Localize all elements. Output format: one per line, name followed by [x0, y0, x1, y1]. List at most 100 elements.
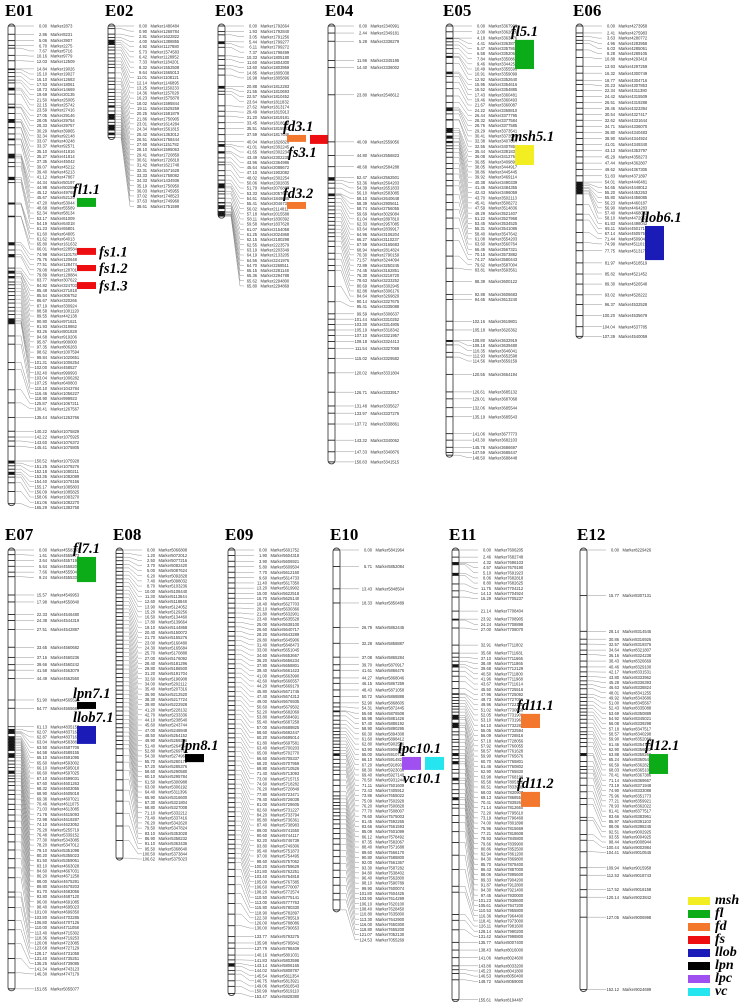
svg-text:Marker5653667: Marker5653667 [271, 653, 300, 658]
svg-text:113.30: 113.30 [360, 917, 373, 922]
svg-text:Marker5795842: Marker5795842 [271, 941, 300, 946]
svg-text:Marker5373844: Marker5373844 [159, 851, 188, 856]
svg-text:47.10: 47.10 [247, 170, 258, 175]
svg-text:158.06: 158.06 [34, 495, 47, 500]
svg-text:Marker5798409: Marker5798409 [271, 946, 300, 951]
svg-text:140.22: 140.22 [34, 429, 47, 434]
svg-text:94.68: 94.68 [37, 334, 48, 339]
svg-text:Marker4743123: Marker4743123 [51, 966, 80, 971]
svg-text:Marker8365105: Marker8365105 [623, 768, 652, 773]
svg-text:Marker5910724: Marker5910724 [376, 752, 405, 757]
svg-text:118.80: 118.80 [360, 927, 373, 932]
svg-text:Marker5609504: Marker5609504 [271, 564, 300, 569]
svg-text:Marker5066808: Marker5066808 [159, 548, 188, 553]
svg-text:Marker8333088: Marker8333088 [623, 788, 652, 793]
svg-text:Marker5656234: Marker5656234 [271, 658, 300, 663]
svg-text:43.67: 43.67 [481, 682, 492, 687]
svg-text:48.01: 48.01 [609, 690, 620, 695]
svg-text:70.30: 70.30 [357, 252, 368, 257]
svg-text:Marker8324238: Marker8324238 [623, 653, 652, 658]
svg-text:143.14: 143.14 [254, 963, 267, 968]
svg-text:Marker5862445: Marker5862445 [376, 625, 405, 630]
svg-text:39.07: 39.07 [37, 164, 48, 169]
svg-text:21.55: 21.55 [247, 89, 258, 94]
svg-text:Marker1815913: Marker1815913 [261, 110, 290, 115]
svg-text:Marker7502928: Marker7502928 [376, 798, 405, 803]
svg-text:Marker3337276: Marker3337276 [371, 411, 400, 416]
svg-text:Marker4468012: Marker4468012 [619, 211, 648, 216]
svg-text:Marker3560764: Marker3560764 [489, 242, 518, 247]
qtl-label-lpn7.1: lpn7.1 [73, 686, 110, 702]
svg-text:Marker53044: Marker53044 [51, 200, 76, 205]
svg-text:Marker1151782: Marker1151782 [151, 142, 180, 147]
svg-text:108.40: 108.40 [359, 906, 372, 911]
svg-text:Marker2088672: Marker2088672 [261, 165, 290, 170]
svg-text:Marker4555045: Marker4555045 [51, 570, 80, 575]
svg-text:Marker7722160: Marker7722160 [495, 702, 524, 707]
svg-text:99.59: 99.59 [357, 311, 368, 316]
svg-text:Marker4699350: Marker4699350 [51, 910, 80, 915]
chromosome-bar [7, 23, 16, 507]
svg-text:33.07: 33.07 [37, 139, 48, 144]
svg-text:Marker3593561: Marker3593561 [489, 267, 518, 272]
chromosome-bar [7, 547, 16, 992]
svg-text:Marker7938600: Marker7938600 [495, 898, 524, 903]
svg-text:90.80: 90.80 [37, 319, 48, 324]
svg-text:118.90: 118.90 [35, 396, 48, 401]
svg-text:Marker7768190: Marker7768190 [495, 774, 524, 779]
svg-text:Marker3165683: Marker3165683 [371, 242, 400, 247]
svg-text:Marker7561593: Marker7561593 [376, 824, 405, 829]
qtl-bar-fs1.3 [77, 282, 96, 289]
svg-text:Marker8391103: Marker8391103 [623, 819, 652, 824]
svg-text:32.91: 32.91 [481, 643, 492, 648]
svg-text:12.03: 12.03 [37, 59, 48, 64]
svg-text:151.25: 151.25 [34, 464, 47, 469]
svg-text:107.10: 107.10 [354, 333, 367, 338]
qtl-bar-lpn8.1 [185, 754, 204, 763]
svg-text:Marker45042: Marker45042 [51, 159, 76, 164]
qtl-label-fl12.1: fl12.1 [645, 738, 679, 754]
svg-text:Marker8319376: Marker8319376 [623, 642, 652, 647]
svg-text:20.40: 20.40 [145, 630, 156, 635]
svg-text:Marker4331644: Marker4331644 [619, 118, 648, 123]
svg-text:53.69: 53.69 [609, 711, 620, 716]
legend-color-chip [688, 935, 710, 944]
svg-text:103.30: 103.30 [354, 322, 367, 327]
svg-text:Marker4349340: Marker4349340 [619, 142, 648, 147]
svg-text:32.31: 32.31 [137, 168, 148, 173]
svg-text:13.25: 13.25 [137, 85, 148, 90]
legend-item-llob: llob [688, 946, 739, 960]
svg-text:Marker7500828: Marker7500828 [376, 803, 405, 808]
svg-text:44.20: 44.20 [257, 684, 268, 689]
svg-text:Marker3029084: Marker3029084 [371, 211, 400, 216]
svg-text:Marker2340991: Marker2340991 [371, 24, 400, 29]
svg-text:Marker7708898: Marker7708898 [495, 622, 524, 627]
svg-text:Marker4597025: Marker4597025 [51, 771, 80, 776]
qtl-label-fd11.2: fd11.2 [517, 776, 554, 792]
svg-text:0.00: 0.00 [249, 24, 258, 29]
svg-text:Marker2562501: Marker2562501 [371, 175, 400, 180]
svg-text:78.20: 78.20 [37, 843, 48, 848]
svg-text:154.40: 154.40 [34, 479, 47, 484]
svg-text:38.90: 38.90 [605, 136, 616, 141]
svg-text:12.60: 12.60 [145, 599, 156, 604]
svg-text:6.03: 6.03 [607, 46, 616, 51]
svg-text:Marker5351098: Marker5351098 [51, 848, 80, 853]
svg-text:Marker2241976: Marker2241976 [261, 258, 290, 263]
svg-text:41.96: 41.96 [481, 676, 492, 681]
svg-text:Marker64805: Marker64805 [51, 231, 76, 236]
svg-text:16.98: 16.98 [247, 76, 258, 81]
svg-text:Marker7973000: Marker7973000 [495, 919, 524, 924]
svg-text:Marker5375023: Marker5375023 [159, 857, 188, 862]
svg-text:Marker2015588: Marker2015588 [261, 211, 290, 216]
svg-text:Marker2640648: Marker2640648 [371, 196, 400, 201]
chromosome-bar [332, 547, 341, 913]
svg-text:55.70: 55.70 [145, 759, 156, 764]
svg-text:53.10: 53.10 [481, 718, 492, 723]
svg-text:Marker4583881: Marker4583881 [51, 740, 80, 745]
svg-text:34.64: 34.64 [609, 648, 620, 653]
svg-text:5.28: 5.28 [359, 39, 368, 44]
svg-text:Marker5337416: Marker5337416 [159, 815, 188, 820]
svg-text:111.54: 111.54 [355, 346, 368, 351]
svg-text:Marker5674313: Marker5674313 [271, 694, 300, 699]
